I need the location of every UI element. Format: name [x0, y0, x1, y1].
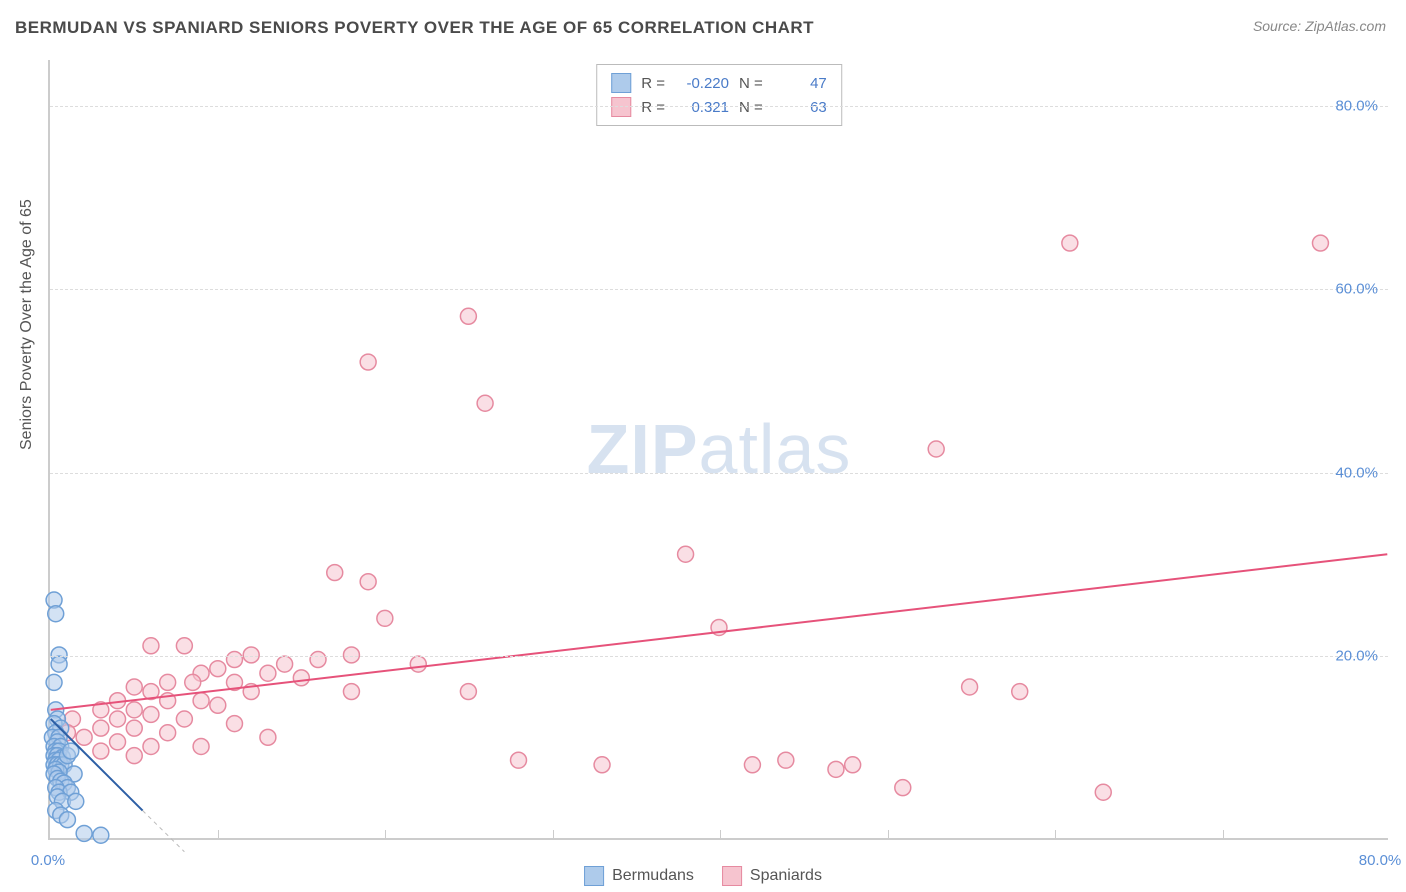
y-tick-label: 80.0% — [1335, 97, 1378, 114]
x-tick — [888, 830, 889, 840]
y-tick-label: 20.0% — [1335, 648, 1378, 665]
x-tick — [1223, 830, 1224, 840]
gridline-h — [50, 289, 1388, 290]
legend-swatch-bermudans — [584, 866, 604, 886]
source-attribution: Source: ZipAtlas.com — [1253, 18, 1386, 34]
x-tick — [720, 830, 721, 840]
x-tick — [385, 830, 386, 840]
y-tick-label: 60.0% — [1335, 281, 1378, 298]
gridline-h — [50, 106, 1388, 107]
x-tick — [218, 830, 219, 840]
chart-title: BERMUDAN VS SPANIARD SENIORS POVERTY OVE… — [15, 18, 814, 38]
gridline-h — [50, 656, 1388, 657]
series-legend: Bermudans Spaniards — [584, 866, 822, 886]
y-tick-label: 40.0% — [1335, 464, 1378, 481]
chart-plot-area: ZIPatlas R = -0.220 N = 47 R = 0.321 N =… — [48, 60, 1388, 840]
x-max-label: 80.0% — [1359, 852, 1402, 869]
legend-swatch-spaniards — [722, 866, 742, 886]
scatter-svg — [50, 60, 1388, 838]
y-axis-label: Seniors Poverty Over the Age of 65 — [18, 199, 36, 450]
x-tick — [1055, 830, 1056, 840]
legend-item-bermudans: Bermudans — [584, 866, 694, 886]
gridline-h — [50, 473, 1388, 474]
legend-item-spaniards: Spaniards — [722, 866, 822, 886]
x-origin-label: 0.0% — [31, 852, 65, 869]
x-tick — [553, 830, 554, 840]
